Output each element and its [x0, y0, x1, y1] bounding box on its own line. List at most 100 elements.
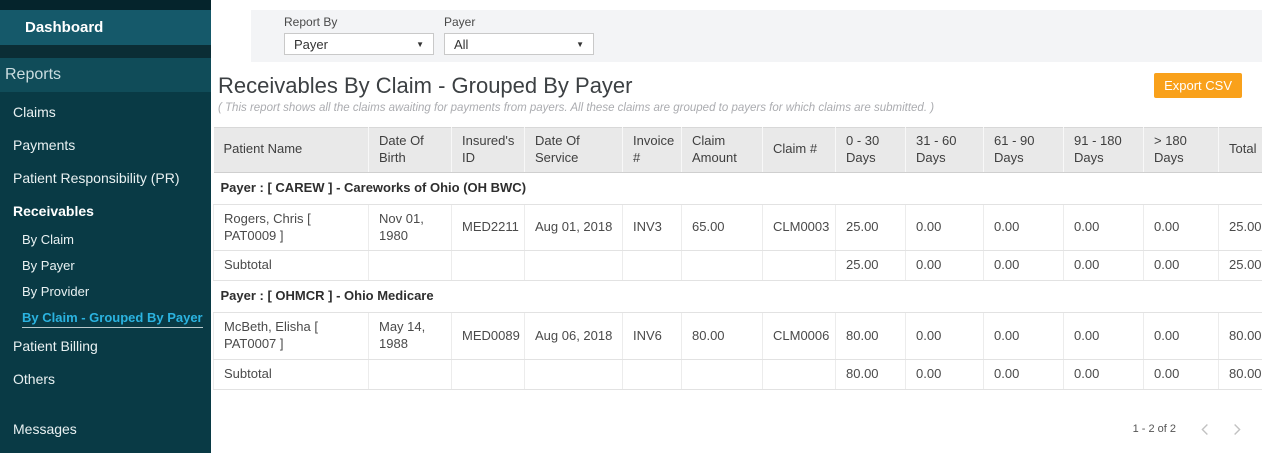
- subtotal-row: Subtotal 80.00 0.00 0.00 0.00 0.00 80.00: [213, 359, 1262, 390]
- sidebar-nav: Reports Claims Payments Patient Responsibil…: [0, 58, 211, 436]
- cell: Nov 01, 1980: [368, 204, 452, 252]
- cell: [368, 250, 452, 282]
- cell: Subtotal: [213, 250, 369, 282]
- payer-group-label: Payer : [ OHMCR ] - Ohio Medicare: [213, 280, 1262, 314]
- cell: May 14, 1988: [368, 312, 452, 361]
- payer-select[interactable]: All ▼: [444, 33, 594, 55]
- sidebar-item-by-payer[interactable]: By Payer: [22, 258, 75, 273]
- report-by-select[interactable]: Payer ▼: [284, 33, 434, 55]
- sidebar-item-others[interactable]: Others: [13, 371, 56, 387]
- cell: 25.00: [1218, 204, 1262, 252]
- column-header-patient-name: Patient Name: [213, 127, 369, 173]
- cell: 0.00: [905, 359, 984, 390]
- cell: 0.00: [1143, 204, 1219, 252]
- payer-value: All: [454, 36, 469, 52]
- subtotal-row: Subtotal 25.00 0.00 0.00 0.00 0.00 25.00: [213, 250, 1262, 282]
- cell: 80.00: [1218, 312, 1262, 361]
- cell: 0.00: [905, 204, 984, 252]
- report-by-filter: Report By Payer ▼: [284, 16, 434, 62]
- column-header-180-days: > 180 Days: [1143, 127, 1219, 173]
- chevron-left-icon: [1201, 423, 1208, 435]
- page-title: Receivables By Claim - Grouped By Payer: [218, 73, 633, 98]
- column-header-date-of-service: Date Of Service: [524, 127, 623, 173]
- cell: 0.00: [1063, 250, 1144, 282]
- cell: [368, 359, 452, 390]
- sidebar-item-receivables[interactable]: Receivables: [13, 203, 94, 219]
- cell: 0.00: [1063, 359, 1144, 390]
- cell: [524, 250, 623, 282]
- column-header-91-180-days: 91 - 180 Days: [1063, 127, 1144, 173]
- cell: 25.00: [1218, 250, 1262, 282]
- column-header-claim: Claim #: [762, 127, 836, 173]
- cell: 65.00: [681, 204, 763, 252]
- table-header: Patient Name Date Of Birth Insured's ID Dat…: [213, 127, 1262, 173]
- pagination-next-button[interactable]: [1227, 420, 1246, 439]
- pagination: 1 - 2 of 2: [211, 390, 1262, 439]
- cell: [762, 250, 836, 282]
- column-header-31-60-days: 31 - 60 Days: [905, 127, 984, 173]
- cell: 0.00: [1143, 359, 1219, 390]
- cell: 80.00: [681, 312, 763, 361]
- sidebar-item-by-claim-grouped-by-payer[interactable]: By Claim - Grouped By Payer: [0, 311, 211, 328]
- table-container: Patient Name Date Of Birth Insured's ID Dat…: [213, 127, 1262, 390]
- sidebar-item-by-provider[interactable]: By Provider: [22, 284, 90, 299]
- sidebar-item-patient-billing[interactable]: Patient Billing: [13, 338, 98, 354]
- column-header-61-90-days: 61 - 90 Days: [983, 127, 1064, 173]
- chevron-down-icon: ▼: [416, 39, 424, 49]
- export-csv-button[interactable]: Export CSV: [1154, 73, 1242, 98]
- cell: CLM0003: [762, 204, 836, 252]
- cell: 0.00: [983, 250, 1064, 282]
- cell: Rogers, Chris [ PAT0009 ]: [213, 204, 369, 252]
- table-row: McBeth, Elisha [ PAT0007 ] May 14, 1988 ME…: [213, 312, 1262, 361]
- table-row: Rogers, Chris [ PAT0009 ] Nov 01, 1980 MED…: [213, 204, 1262, 252]
- sidebar: Dashboard Reports Claims Payments Patient R…: [0, 0, 211, 453]
- main-content: Report By Payer ▼ Payer All ▼ Receivable…: [211, 0, 1262, 453]
- sidebar-top-strip: [0, 0, 211, 10]
- sidebar-item-reports[interactable]: Reports: [0, 58, 211, 92]
- sidebar-divider: [0, 45, 211, 58]
- cell: Aug 01, 2018: [524, 204, 623, 252]
- cell: 80.00: [835, 359, 906, 390]
- sidebar-item-dashboard[interactable]: Dashboard: [0, 10, 211, 45]
- report-by-label: Report By: [284, 15, 338, 29]
- cell: [681, 250, 763, 282]
- cell: 0.00: [1063, 204, 1144, 252]
- cell: [524, 359, 623, 390]
- cell: Subtotal: [213, 359, 369, 390]
- cell: INV6: [622, 312, 682, 361]
- cell: MED0089: [451, 312, 525, 361]
- sidebar-item-patient-responsibility-pr[interactable]: Patient Responsibility (PR): [13, 170, 180, 186]
- report-by-value: Payer: [294, 36, 328, 52]
- payer-filter: Payer All ▼: [444, 16, 594, 62]
- payer-group-row: Payer : [ CAREW ] - Careworks of Ohio (O…: [213, 172, 1262, 205]
- cell: 0.00: [1143, 250, 1219, 282]
- cell: 0.00: [905, 312, 984, 361]
- cell: 25.00: [835, 250, 906, 282]
- column-header-invoice: Invoice #: [622, 127, 682, 173]
- chevron-down-icon: ▼: [576, 39, 584, 49]
- cell: McBeth, Elisha [ PAT0007 ]: [213, 312, 369, 361]
- receivables-table: Patient Name Date Of Birth Insured's ID Dat…: [213, 127, 1262, 390]
- sidebar-item-messages[interactable]: Messages: [13, 421, 77, 437]
- pagination-prev-button[interactable]: [1196, 420, 1215, 439]
- column-header-claim-amount: Claim Amount: [681, 127, 763, 173]
- cell: [622, 359, 682, 390]
- cell: 0.00: [983, 204, 1064, 252]
- cell: [451, 359, 525, 390]
- cell: 80.00: [835, 312, 906, 361]
- cell: 0.00: [1063, 312, 1144, 361]
- page-subtitle: ( This report shows all the claims await…: [218, 102, 935, 114]
- sidebar-item-payments[interactable]: Payments: [13, 137, 76, 153]
- sidebar-item-by-claim[interactable]: By Claim: [22, 232, 75, 247]
- cell: CLM0006: [762, 312, 836, 361]
- pagination-range: 1 - 2 of 2: [1132, 423, 1176, 436]
- cell: [762, 359, 836, 390]
- column-header-insured-s-id: Insured's ID: [451, 127, 525, 173]
- cell: Aug 06, 2018: [524, 312, 623, 361]
- payer-group-row: Payer : [ OHMCR ] - Ohio Medicare: [213, 280, 1262, 314]
- cell: [451, 250, 525, 282]
- payer-label: Payer: [444, 15, 476, 29]
- sidebar-item-claims[interactable]: Claims: [13, 104, 56, 120]
- column-header-date-of-birth: Date Of Birth: [368, 127, 452, 173]
